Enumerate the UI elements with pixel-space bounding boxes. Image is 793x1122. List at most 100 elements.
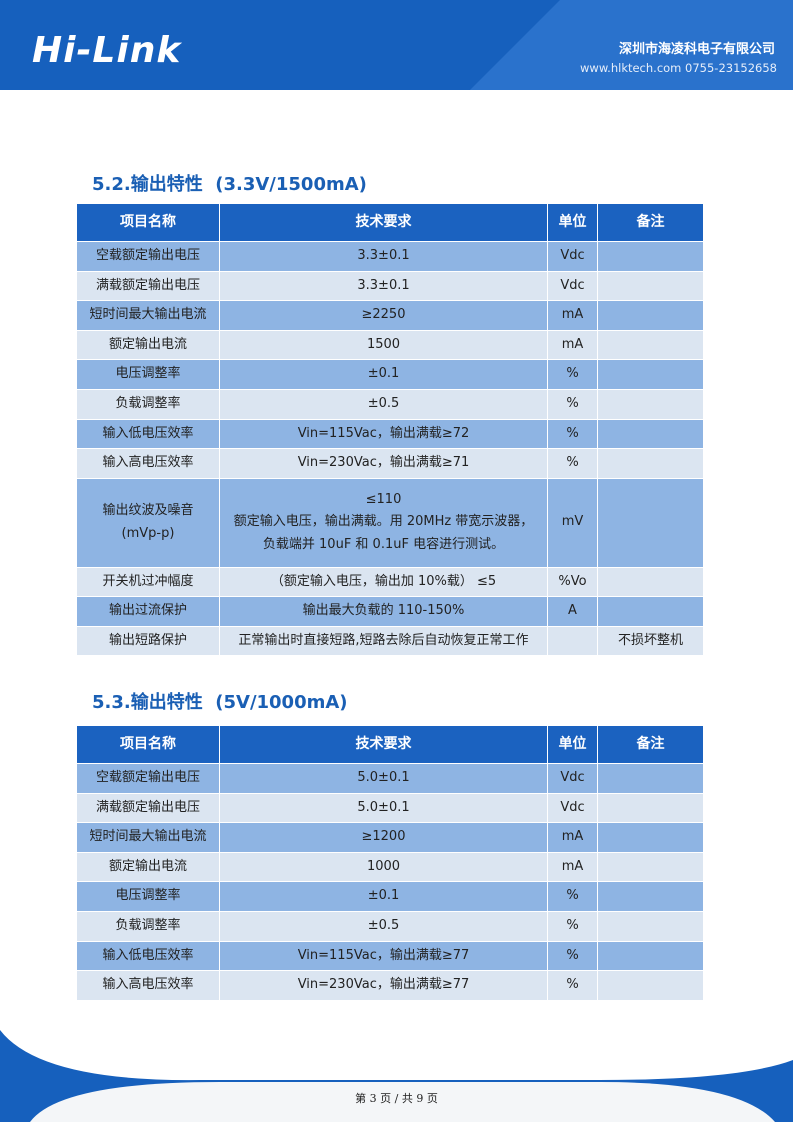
table-cell xyxy=(598,301,704,331)
table-cell: 输出短路保护 xyxy=(77,626,220,657)
table-cell: 短时间最大输出电流 xyxy=(77,301,220,331)
cell-line: 输出纹波及噪音 xyxy=(102,502,194,518)
table-cell xyxy=(598,882,704,912)
table-cell: 空载额定输出电压 xyxy=(77,764,220,794)
table-cell xyxy=(598,764,704,794)
table-cell: ±0.5 xyxy=(220,390,548,420)
header-cell: 项目名称 xyxy=(77,726,220,764)
table-cell: ±0.5 xyxy=(220,912,548,942)
table-cell: 5.0±0.1 xyxy=(220,764,548,794)
table-cell: 负载调整率 xyxy=(77,912,220,942)
table-cell: 额定输出电流 xyxy=(77,852,220,883)
table-cell xyxy=(598,597,704,627)
header-cell: 备注 xyxy=(598,204,704,242)
section-title: 5.2.输出特性 (3.3V/1500mA) xyxy=(92,174,367,195)
table-cell: mA xyxy=(548,301,598,331)
table-cell: ≥2250 xyxy=(220,301,548,331)
table-cell: 短时间最大输出电流 xyxy=(77,823,220,853)
cell-line: ≤110 xyxy=(365,491,402,507)
header-cell: 技术要求 xyxy=(220,726,548,764)
table-cell: 输出纹波及噪音 (mVp-p) xyxy=(77,478,220,568)
table-cell xyxy=(598,941,704,972)
table-cell: Vin=230Vac，输出满载≥71 xyxy=(220,449,548,479)
logo: Hi-Link xyxy=(32,30,182,71)
company: 深圳市海凌科电子有限公司 xyxy=(618,42,775,57)
table-cell: 3.3±0.1 xyxy=(220,271,548,302)
table-cell xyxy=(598,823,704,853)
table-cell: 电压调整率 xyxy=(77,360,220,390)
table-cell xyxy=(598,971,704,1001)
table-cell xyxy=(598,271,704,302)
table-cell xyxy=(598,793,704,824)
table-cell: 输入高电压效率 xyxy=(77,449,220,479)
table-cell: 输出最大负载的 110-150% xyxy=(220,597,548,627)
table-cell: mA xyxy=(548,330,598,361)
table-cell: 输入低电压效率 xyxy=(77,419,220,450)
table-cell: 满载额定输出电压 xyxy=(77,271,220,302)
table-cell: 3.3±0.1 xyxy=(220,242,548,272)
cell-line: 额定输入电压，输出满载。用 20MHz 带宽示波器， xyxy=(233,514,534,530)
table-cell: ≤110 额定输入电压，输出满载。用 20MHz 带宽示波器， 负载端并 10uF … xyxy=(220,478,548,568)
table-cell: Vin=115Vac，输出满载≥77 xyxy=(220,941,548,972)
table-cell xyxy=(598,390,704,420)
table-cell: ±0.1 xyxy=(220,360,548,390)
table-cell: % xyxy=(548,971,598,1001)
table-cell: mV xyxy=(548,478,598,568)
table-cell: 输出过流保护 xyxy=(77,597,220,627)
table-cell: Vin=230Vac，输出满载≥77 xyxy=(220,971,548,1001)
table-cell xyxy=(598,449,704,479)
table-cell: % xyxy=(548,882,598,912)
table-cell: 开关机过冲幅度 xyxy=(77,567,220,598)
table-cell: ±0.1 xyxy=(220,882,548,912)
table-cell: （额定输入电压，输出加 10%载） ≤5 xyxy=(220,567,548,598)
table-cell: 1500 xyxy=(220,330,548,361)
table-cell: % xyxy=(548,449,598,479)
section-title: 5.3.输出特性 (5V/1000mA) xyxy=(92,692,348,713)
table-cell xyxy=(598,242,704,272)
table-cell: mA xyxy=(548,823,598,853)
table-cell xyxy=(598,852,704,883)
header-cell: 项目名称 xyxy=(77,204,220,242)
table-cell: 满载额定输出电压 xyxy=(77,793,220,824)
table-cell xyxy=(598,478,704,568)
table-cell xyxy=(598,912,704,942)
table-cell xyxy=(598,567,704,598)
table-cell: 1000 xyxy=(220,852,548,883)
table-cell: A xyxy=(548,597,598,627)
table-cell: ≥1200 xyxy=(220,823,548,853)
table-cell: % xyxy=(548,941,598,972)
contact: www.hlktech.com 0755-23152658 xyxy=(580,61,777,75)
table-cell: mA xyxy=(548,852,598,883)
table-cell: 额定输出电流 xyxy=(77,330,220,361)
header-cell: 技术要求 xyxy=(220,204,548,242)
table-cell: % xyxy=(548,360,598,390)
cell-line: 负载端并 10uF 和 0.1uF 电容进行测试。 xyxy=(262,537,505,553)
footer-panel xyxy=(30,1082,775,1122)
table-cell: Vin=115Vac，输出满载≥72 xyxy=(220,419,548,450)
table-cell: % xyxy=(548,912,598,942)
table-cell: %Vo xyxy=(548,567,598,598)
table-cell: 负载调整率 xyxy=(77,390,220,420)
table-cell: 不损坏整机 xyxy=(598,626,704,657)
table-cell: % xyxy=(548,390,598,420)
table-cell: Vdc xyxy=(548,242,598,272)
table-cell: Vdc xyxy=(548,793,598,824)
table-cell: Vdc xyxy=(548,271,598,302)
table-cell: 正常输出时直接短路,短路去除后自动恢复正常工作 xyxy=(220,626,548,657)
page-number: 第 3 页 / 共 9 页 xyxy=(355,1092,438,1105)
table-cell xyxy=(548,626,598,657)
header-cell: 单位 xyxy=(548,726,598,764)
table-cell: 5.0±0.1 xyxy=(220,793,548,824)
header-accent xyxy=(470,0,793,90)
table-cell xyxy=(598,419,704,450)
table-cell: 电压调整率 xyxy=(77,882,220,912)
table-cell: 输入低电压效率 xyxy=(77,941,220,972)
table-cell: 空载额定输出电压 xyxy=(77,242,220,272)
table-cell: Vdc xyxy=(548,764,598,794)
header-cell: 单位 xyxy=(548,204,598,242)
table-cell: % xyxy=(548,419,598,450)
cell-line: (mVp-p) xyxy=(121,525,175,541)
table-cell: 输入高电压效率 xyxy=(77,971,220,1001)
